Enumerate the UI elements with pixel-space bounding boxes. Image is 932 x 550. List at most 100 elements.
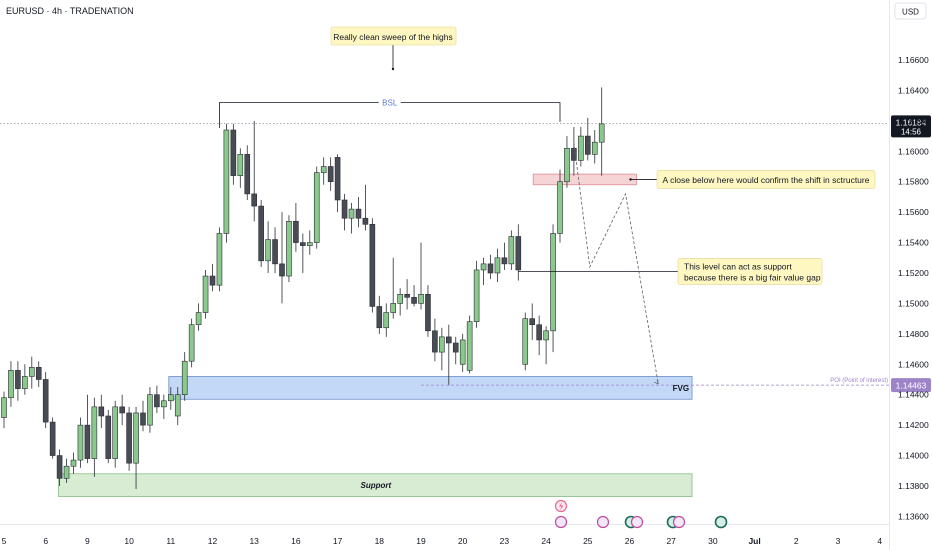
candle: [195, 303, 202, 331]
fvg-zone: [168, 376, 693, 400]
candle-body: [126, 412, 132, 464]
time-tick-label: 27: [666, 536, 676, 546]
poi-price-tag[interactable]: [891, 378, 931, 393]
candle: [168, 387, 174, 410]
candle: [439, 327, 445, 371]
candle-body: [515, 236, 522, 271]
candle: [237, 148, 244, 188]
candle-body: [244, 154, 251, 195]
candle: [8, 361, 14, 407]
candle: [425, 285, 431, 337]
price-tick-label: 1.16000: [898, 146, 929, 156]
sweep-callout-box: [330, 26, 457, 46]
time-tick-label: 2: [794, 536, 799, 546]
candle-body: [543, 330, 549, 341]
price-axis[interactable]: 1.16600 1.16400 1.16200 1.16000 1.15800 1.156…: [898, 55, 929, 521]
candle: [362, 184, 369, 231]
candle: [480, 257, 487, 286]
candle: [320, 157, 327, 185]
confirm-pointer-dot: [629, 178, 632, 181]
price-tick-label: 1.14200: [898, 420, 929, 430]
candle-body: [230, 129, 237, 176]
candle-body: [174, 394, 181, 417]
us-flag-event-icon[interactable]: [672, 515, 686, 529]
candle-body: [1, 397, 7, 418]
candle-body: [411, 297, 417, 304]
poi-price-value: 1.14463: [896, 381, 927, 391]
candle: [174, 387, 181, 426]
time-tick-label: 13: [249, 536, 259, 546]
candle: [383, 303, 390, 337]
price-tick-label: 1.15000: [898, 298, 929, 308]
us-flag-event-icon[interactable]: [630, 515, 644, 529]
price-tick-label: 1.15600: [898, 207, 929, 217]
sweep-pointer-dot: [391, 67, 395, 71]
fvg-label: FVG: [673, 384, 689, 393]
candle-body: [584, 135, 591, 155]
price-tick-label: 1.13800: [898, 481, 929, 491]
candle-body: [140, 412, 146, 426]
candle: [494, 248, 501, 283]
candle: [265, 221, 271, 273]
annotations-layer: POI (Point of interest) BSL Really clean s…: [0, 26, 931, 490]
candle: [522, 312, 529, 371]
time-tick-label: 24: [541, 536, 551, 546]
candle-body: [564, 147, 570, 183]
confirm-callout-box: [656, 170, 876, 189]
us-flag-event-icon[interactable]: [596, 515, 610, 529]
time-tick-label: 11: [166, 536, 175, 546]
eu-flag-event-icon[interactable]: [714, 515, 728, 529]
candle-body: [369, 224, 376, 307]
candle: [501, 242, 508, 270]
time-tick-label: Jul: [748, 536, 760, 546]
candle-body: [22, 376, 28, 389]
candle-body: [251, 193, 257, 207]
candle-body: [8, 370, 14, 399]
candle-body: [84, 424, 91, 459]
candles-layer: [1, 87, 605, 490]
candle: [279, 212, 285, 304]
candle-body: [480, 263, 487, 271]
candle-body: [105, 415, 112, 459]
candle-body: [70, 459, 77, 467]
candle-body: [418, 293, 424, 304]
candle: [418, 242, 424, 310]
candle: [154, 385, 160, 413]
currency-button-frame[interactable]: [894, 2, 927, 20]
candle: [376, 295, 383, 334]
candle: [355, 196, 362, 228]
candle-body: [466, 321, 473, 371]
candle-body: [91, 406, 98, 459]
candle: [557, 169, 563, 243]
candle-body: [300, 242, 306, 246]
candle: [161, 394, 167, 420]
bsl-label-bg: [378, 96, 401, 108]
candle: [536, 315, 542, 356]
candle: [550, 224, 556, 353]
candle: [306, 230, 313, 255]
current-price-tag[interactable]: [891, 115, 931, 138]
time-tick-label: 30: [708, 536, 718, 546]
candle-body: [223, 129, 230, 234]
support-callout-line1: This level can act as support: [684, 261, 792, 271]
time-axis[interactable]: 5 6 9 10 11 12 13 16 17 18 19 20 23 24 25 26 27 30 Jul 2 3 4: [2, 536, 883, 546]
currency-button-label[interactable]: USD: [902, 8, 919, 17]
bar-countdown: 14:56: [901, 127, 922, 136]
candle: [147, 387, 153, 433]
candle: [300, 233, 306, 273]
candle-body: [432, 330, 438, 353]
us-flag-event-icon[interactable]: [554, 515, 568, 529]
candle: [258, 199, 264, 267]
candle-body: [404, 293, 410, 298]
candle-body: [334, 157, 341, 201]
event-icons: [554, 499, 728, 529]
candle: [529, 303, 536, 340]
candle-body: [258, 205, 264, 262]
candle: [98, 394, 105, 429]
candle-body: [598, 123, 605, 143]
price-tick-label: 1.14800: [898, 329, 929, 339]
candle-body: [63, 465, 70, 479]
candle: [230, 123, 237, 185]
candle-body: [536, 324, 542, 341]
